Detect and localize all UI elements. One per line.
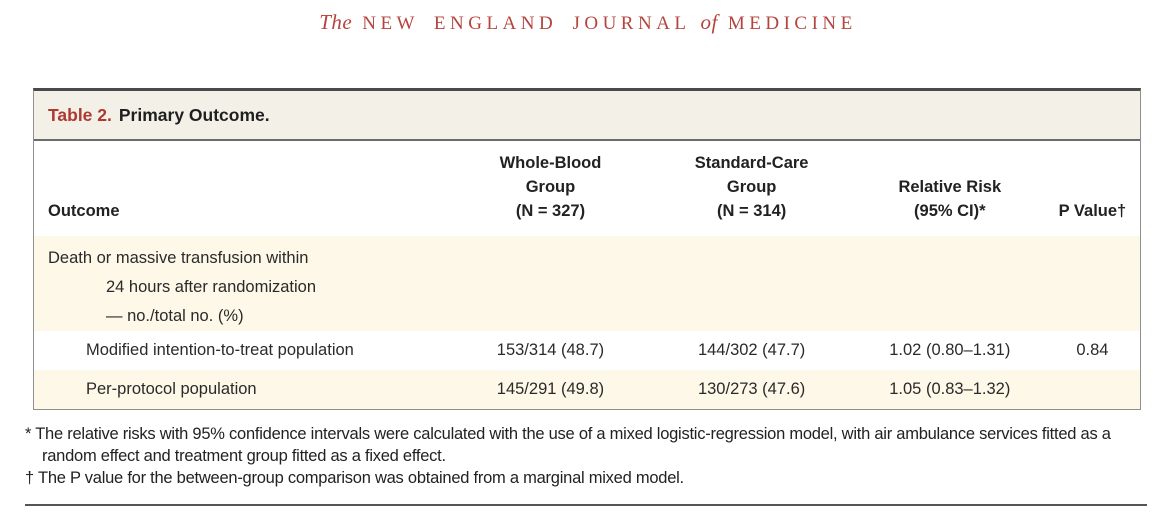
cell-value (452, 236, 649, 331)
column-header-standard-care-group: Standard-Care Group (N = 314) (648, 141, 855, 236)
header-line: (N = 327) (515, 202, 586, 221)
cell-value: 1.02 (0.80–1.31) (854, 331, 1045, 370)
masthead-title-part1: NEW ENGLAND JOURNAL (362, 13, 691, 34)
outcome-label-line: Death or massive transfusion within (48, 249, 309, 267)
cell-value: 153/314 (48.7) (452, 331, 649, 370)
footnote-dagger: † The P value for the between-group comp… (25, 468, 1147, 490)
cell-value (1044, 370, 1140, 409)
table-header-row: Outcome Whole-Blood Group (N = 327) Stan… (34, 141, 1140, 236)
masthead-word-of: of (700, 10, 718, 34)
footnote-marker: † (25, 468, 34, 487)
table-row-per-protocol: Per-protocol population 145/291 (49.8) 1… (34, 370, 1140, 409)
row-label: Per-protocol population (34, 370, 453, 409)
outcome-label-line: — no./total no. (%) (106, 307, 244, 325)
table-row-modified-itt: Modified intention-to-treat population 1… (34, 331, 1140, 370)
cell-value (648, 236, 855, 331)
header-line: Whole-Blood (499, 154, 602, 173)
row-label: Modified intention-to-treat population (34, 331, 453, 370)
primary-outcome-table: Table 2. Primary Outcome. Outcome Whole-… (33, 88, 1141, 410)
journal-masthead: The NEW ENGLAND JOURNAL of MEDICINE (0, 10, 1170, 35)
table-title-text: Primary Outcome. (118, 104, 270, 125)
outcome-category-label: Death or massive transfusion within 24 h… (34, 236, 453, 331)
header-line: Standard-Care (694, 154, 809, 173)
outcome-label-line: 24 hours after randomization (106, 278, 317, 296)
column-header-whole-blood-group: Whole-Blood Group (N = 327) (452, 141, 649, 236)
cell-value (1044, 236, 1140, 331)
cell-value: 144/302 (47.7) (648, 331, 855, 370)
cell-value: 130/273 (47.6) (648, 370, 855, 409)
footnote-asterisk: * The relative risks with 95% confidence… (25, 424, 1147, 468)
cell-value: 0.84 (1044, 331, 1140, 370)
table-title-bar: Table 2. Primary Outcome. (34, 91, 1140, 141)
table-number-label: Table 2. (48, 104, 112, 125)
outcome-data-table: Outcome Whole-Blood Group (N = 327) Stan… (34, 141, 1140, 409)
header-line: Group (525, 178, 576, 197)
masthead-title-part2: MEDICINE (727, 13, 857, 34)
header-line: (N = 314) (717, 202, 787, 221)
cell-value: 145/291 (49.8) (452, 370, 649, 409)
table-row-death-or-massive-transfusion: Death or massive transfusion within 24 h… (34, 236, 1140, 331)
header-line: (95% CI)* (914, 202, 986, 221)
header-line: Group (726, 178, 777, 197)
column-header-relative-risk: Relative Risk (95% CI)* (854, 141, 1045, 236)
footnote-marker: * (25, 425, 32, 443)
cell-value (854, 236, 1045, 331)
column-header-outcome: Outcome (34, 141, 453, 236)
cell-value: 1.05 (0.83–1.32) (854, 370, 1045, 409)
bottom-divider-rule (25, 504, 1147, 506)
header-line: Relative Risk (898, 178, 1002, 197)
column-header-p-value: P Value† (1044, 141, 1140, 236)
table-footnotes: * The relative risks with 95% confidence… (25, 424, 1147, 490)
footnote-text: The relative risks with 95% confidence i… (35, 425, 1111, 465)
footnote-text: The P value for the between-group compar… (37, 468, 684, 487)
header-line: P Value† (1058, 202, 1127, 221)
masthead-word-the: The (319, 10, 353, 34)
